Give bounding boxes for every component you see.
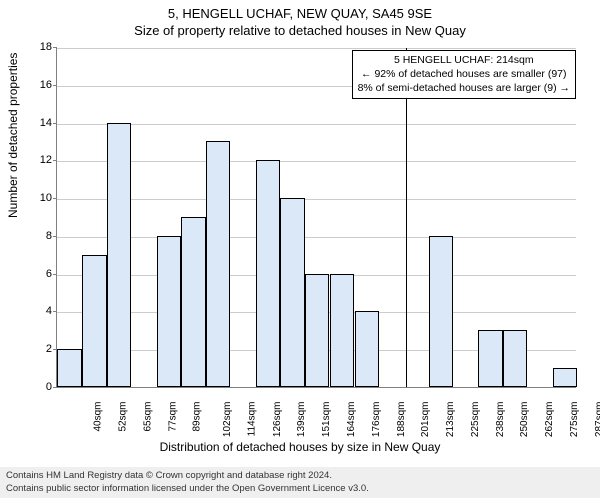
y-tick: 4 xyxy=(32,305,52,317)
y-tick: 18 xyxy=(32,41,52,53)
y-tick: 0 xyxy=(32,381,52,393)
x-tick: 213sqm xyxy=(445,402,456,438)
footer-line-1: Contains HM Land Registry data © Crown c… xyxy=(6,470,594,482)
bar xyxy=(256,160,280,387)
bar xyxy=(82,255,106,387)
bar xyxy=(206,141,230,387)
chart-title: 5, HENGELL UCHAF, NEW QUAY, SA45 9SE xyxy=(0,0,600,21)
y-tick: 8 xyxy=(32,230,52,242)
plot-area xyxy=(56,48,576,388)
annotation-box: 5 HENGELL UCHAF: 214sqm ← 92% of detache… xyxy=(352,50,576,99)
x-tick: 77sqm xyxy=(167,402,178,432)
bar xyxy=(157,236,181,387)
x-tick: 52sqm xyxy=(118,402,129,432)
bar xyxy=(553,368,577,387)
bar xyxy=(503,330,527,387)
x-tick: 139sqm xyxy=(297,402,308,438)
x-tick: 126sqm xyxy=(272,402,283,438)
annotation-line-3: 8% of semi-detached houses are larger (9… xyxy=(358,81,570,95)
bar xyxy=(478,330,502,387)
chart-subtitle: Size of property relative to detached ho… xyxy=(0,21,600,38)
y-tick: 12 xyxy=(32,154,52,166)
annotation-line-1: 5 HENGELL UCHAF: 214sqm xyxy=(358,53,570,67)
x-tick: 151sqm xyxy=(321,402,332,438)
x-tick: 40sqm xyxy=(93,402,104,432)
reference-line xyxy=(406,48,407,387)
y-axis-label: Number of detached properties xyxy=(6,53,20,218)
x-tick: 114sqm xyxy=(246,402,257,437)
footer-line-2: Contains public sector information licen… xyxy=(6,483,594,495)
x-tick: 164sqm xyxy=(346,402,357,438)
x-tick: 201sqm xyxy=(420,402,431,438)
x-tick: 250sqm xyxy=(519,402,530,438)
x-tick: 89sqm xyxy=(192,402,203,432)
bar xyxy=(57,349,81,387)
y-tick: 10 xyxy=(32,192,52,204)
x-axis-label: Distribution of detached houses by size … xyxy=(0,440,600,454)
y-tick: 16 xyxy=(32,79,52,91)
bar xyxy=(181,217,205,387)
x-tick: 225sqm xyxy=(470,402,481,438)
bar xyxy=(107,123,131,387)
bar xyxy=(330,274,354,387)
y-tick: 14 xyxy=(32,117,52,129)
x-tick: 262sqm xyxy=(544,402,555,438)
bar xyxy=(429,236,453,387)
x-tick: 275sqm xyxy=(569,402,580,438)
x-tick: 287sqm xyxy=(594,402,600,438)
bar xyxy=(280,198,304,387)
x-tick: 65sqm xyxy=(142,402,153,432)
bar xyxy=(305,274,329,387)
x-tick: 176sqm xyxy=(371,402,382,438)
x-tick: 102sqm xyxy=(222,402,233,438)
x-tick: 188sqm xyxy=(396,402,407,438)
bar xyxy=(355,311,379,387)
y-tick: 2 xyxy=(32,343,52,355)
y-tick: 6 xyxy=(32,268,52,280)
footer: Contains HM Land Registry data © Crown c… xyxy=(0,467,600,498)
bars-layer xyxy=(57,48,576,387)
annotation-line-2: ← 92% of detached houses are smaller (97… xyxy=(358,67,570,81)
x-tick: 238sqm xyxy=(495,402,506,438)
